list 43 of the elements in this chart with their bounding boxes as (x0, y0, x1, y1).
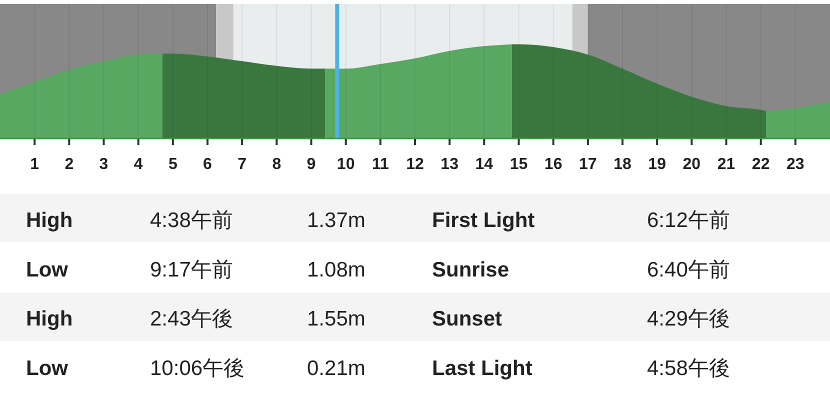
x-tick-label: 18 (614, 156, 632, 173)
table-cell: Last Light (432, 356, 532, 380)
x-tick-label: 7 (238, 156, 247, 173)
x-tick-label: 6 (203, 156, 212, 173)
table-cell: 4:29午後 (647, 308, 730, 331)
table-cell: High (26, 308, 73, 331)
table-cell: 1.37m (307, 209, 366, 232)
table-cell: 4:38午前 (150, 209, 233, 232)
x-tick-label: 5 (168, 156, 178, 173)
x-tick-label: 11 (372, 156, 389, 173)
x-tick-label: 10 (336, 156, 355, 173)
table-cell: First Light (432, 209, 535, 232)
x-tick-label: 21 (717, 156, 736, 173)
x-tick-label: 19 (648, 156, 666, 173)
x-tick-label: 17 (579, 156, 597, 173)
x-tick-label: 12 (406, 156, 424, 173)
table-cell: High (26, 209, 73, 232)
x-tick-label: 2 (64, 156, 74, 173)
x-tick-label: 9 (306, 156, 316, 173)
table-cell: 6:40午前 (647, 258, 730, 282)
table-cell: Sunrise (432, 258, 510, 282)
table-cell: Sunset (432, 308, 502, 331)
x-tick-label: 4 (134, 156, 143, 173)
x-tick-label: 23 (786, 156, 804, 173)
x-tick-label: 14 (475, 156, 494, 173)
x-tick-label: 20 (682, 156, 701, 173)
x-tick-label: 16 (544, 156, 562, 173)
x-tick-label: 22 (752, 156, 770, 173)
x-tick-label: 1 (30, 156, 40, 173)
table-cell: 1.08m (307, 258, 366, 282)
table-cell: 1.55m (307, 308, 366, 331)
x-tick-label: 3 (99, 156, 108, 173)
x-tick-label: 13 (440, 156, 459, 173)
table-cell: 10:06午後 (150, 356, 245, 380)
table-cell: 4:58午後 (647, 356, 730, 380)
x-tick-label: 8 (272, 156, 282, 173)
table-cell: 9:17午前 (150, 258, 233, 282)
table-cell: 0.21m (307, 356, 366, 380)
table-cell: Low (26, 258, 68, 282)
x-tick-label: 15 (510, 156, 528, 173)
table-cell: 6:12午前 (647, 209, 730, 232)
table-cell: Low (26, 356, 68, 380)
table-cell: 2:43午後 (150, 308, 233, 331)
